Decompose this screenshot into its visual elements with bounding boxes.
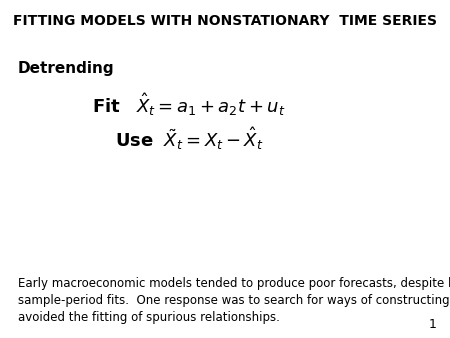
Text: Early macroeconomic models tended to produce poor forecasts, despite having exce: Early macroeconomic models tended to pro…: [18, 277, 450, 324]
Text: $\mathbf{Fit}$   $\hat{X}_t = a_1 + a_2 t + u_t$: $\mathbf{Fit}$ $\hat{X}_t = a_1 + a_2 t …: [92, 91, 286, 118]
Text: 1: 1: [428, 318, 436, 331]
Text: Detrending: Detrending: [18, 61, 115, 76]
Text: FITTING MODELS WITH NONSTATIONARY  TIME SERIES: FITTING MODELS WITH NONSTATIONARY TIME S…: [13, 14, 437, 27]
Text: $\mathbf{Use}$  $\tilde{X}_t = X_t - \hat{X}_t$: $\mathbf{Use}$ $\tilde{X}_t = X_t - \hat…: [115, 125, 263, 152]
